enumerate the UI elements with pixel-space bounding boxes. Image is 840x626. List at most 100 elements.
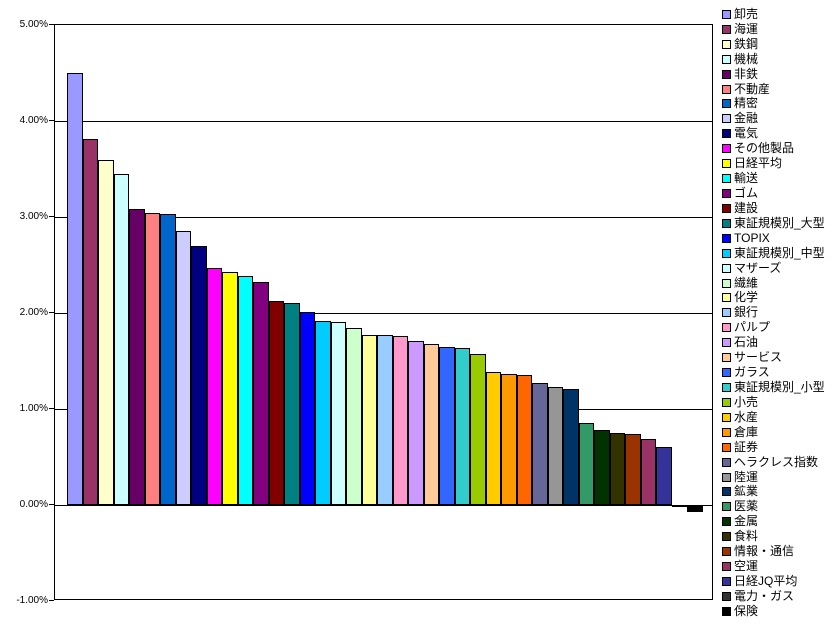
legend-swatch-icon (722, 338, 731, 348)
legend-item-label: マザーズ (734, 260, 782, 275)
chart-bar (346, 328, 362, 505)
legend-item-label: 保険 (734, 603, 759, 618)
legend-item-label: 繊維 (734, 275, 759, 290)
legend-swatch-icon (722, 69, 731, 79)
legend-swatch-icon (722, 54, 731, 64)
legend-swatch-icon (722, 9, 731, 19)
legend-swatch-icon (722, 129, 731, 139)
legend-item-label: 金融 (734, 111, 759, 126)
legend-swatch-icon (722, 576, 731, 586)
legend-item: 日経平均 (722, 156, 840, 171)
legend-item-label: 機械 (734, 51, 759, 66)
legend-item: 倉庫 (722, 425, 840, 440)
chart-bar (485, 371, 501, 505)
legend-item: その他製品 (722, 141, 840, 156)
y-axis-tick (49, 216, 54, 217)
legend-swatch-icon (722, 606, 731, 616)
legend-item-label: 鉄鋼 (734, 36, 759, 51)
chart-bar (470, 354, 486, 505)
legend-swatch-icon (722, 472, 731, 482)
zero-axis-line (55, 505, 712, 506)
legend-swatch-icon (722, 263, 731, 273)
chart-bar (284, 303, 300, 505)
legend-swatch-icon (722, 412, 731, 422)
legend-swatch-icon (722, 442, 731, 452)
legend-swatch-icon (722, 278, 731, 288)
legend-swatch-icon (722, 159, 731, 169)
y-axis-tick-label: 0.00% (19, 498, 48, 510)
legend-item-label: 医薬 (734, 499, 759, 514)
y-axis-tick (49, 312, 54, 313)
legend-item-label: 日経JQ平均 (734, 573, 798, 588)
legend-item-label: ヘラクレス指数 (734, 454, 819, 469)
legend-swatch-icon (722, 383, 731, 392)
legend-item-label: 石油 (734, 335, 759, 350)
legend-item-label: ゴム (734, 186, 759, 201)
legend-swatch-icon (722, 84, 731, 94)
legend-item-label: 陸運 (734, 469, 759, 484)
chart-bar (222, 271, 238, 505)
legend-item: TOPIX (722, 231, 840, 246)
legend-item: 情報・通信 (722, 544, 840, 559)
legend-swatch-icon (722, 99, 731, 109)
legend-item-label: 東証規模別_中型 (734, 245, 825, 260)
chart-bar (129, 209, 145, 505)
chart-bar (408, 340, 424, 505)
legend-item-label: 海運 (734, 21, 759, 36)
legend-item-label: 東証規模別_小型 (734, 380, 825, 394)
legend-item: 卸売 (722, 7, 840, 22)
legend-swatch-icon (722, 487, 731, 497)
y-axis-tick (49, 408, 54, 409)
legend-item: 水産 (722, 410, 840, 425)
chart-bar (392, 336, 408, 505)
chart-bar (315, 320, 331, 505)
legend-swatch-icon (722, 532, 731, 542)
chart-bar (361, 335, 377, 505)
legend-swatch-icon (722, 562, 731, 572)
legend-item: 鉱業 (722, 485, 840, 500)
legend-item: 空運 (722, 559, 840, 574)
legend-item-label: その他製品 (734, 141, 795, 156)
y-axis-tick-label: 3.00% (19, 210, 48, 222)
legend-item-label: 電力・ガス (734, 588, 795, 603)
y-axis-tick-label: 5.00% (19, 18, 48, 30)
legend-item-label: 銀行 (734, 305, 759, 320)
legend-item: 保険 (722, 604, 840, 619)
chart-bar (563, 388, 579, 505)
legend-swatch-icon (722, 397, 731, 407)
legend-item: 陸運 (722, 470, 840, 485)
chart-bar (532, 383, 548, 505)
legend-item-label: 電気 (734, 126, 759, 141)
chart-bar (299, 312, 315, 505)
legend-item: ヘラクレス指数 (722, 455, 840, 470)
y-axis-tick (49, 504, 54, 505)
legend-item: 金融 (722, 111, 840, 126)
chart-bar (113, 173, 129, 505)
chart-bar (423, 343, 439, 505)
legend-item: 食料 (722, 529, 840, 544)
legend-item: 日経JQ平均 (722, 574, 840, 589)
legend-item: 鉄鋼 (722, 37, 840, 52)
chart-bar (144, 213, 160, 505)
legend-swatch-icon (722, 591, 731, 601)
chart-bar (656, 447, 672, 505)
legend-item-label: 証券 (734, 439, 759, 454)
legend-swatch-icon (722, 353, 731, 363)
legend-item: サービス (722, 350, 840, 365)
chart-bar (377, 335, 393, 505)
legend-item-label: 金属 (734, 514, 759, 529)
legend-item: 東証規模別_小型 (722, 380, 840, 395)
gridline-3pct (55, 217, 712, 218)
legend-swatch-icon (722, 308, 731, 318)
legend-item-label: 輸送 (734, 171, 759, 186)
legend-swatch-icon (722, 189, 731, 199)
legend-swatch-icon (722, 323, 731, 333)
chart-bar (625, 433, 641, 505)
legend-swatch-icon (722, 39, 731, 49)
legend-item: 繊維 (722, 276, 840, 291)
legend-swatch-icon (722, 218, 731, 228)
legend-item: 化学 (722, 291, 840, 306)
chart-bar (501, 374, 517, 505)
legend-item-label: 情報・通信 (734, 544, 795, 559)
chart-bar (237, 275, 253, 505)
